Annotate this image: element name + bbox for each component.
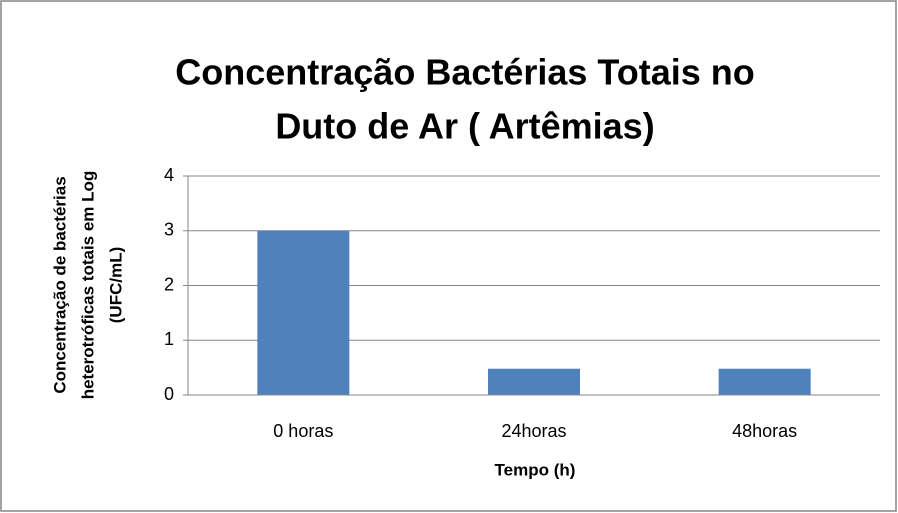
- y-tick-label: 1: [164, 329, 174, 349]
- y-axis-title-line: (UFC/mL): [106, 247, 125, 323]
- x-tick-label: 48horas: [732, 421, 797, 441]
- x-tick-label: 0 horas: [273, 421, 333, 441]
- x-tick-label: 24horas: [501, 421, 566, 441]
- y-tick-label: 2: [164, 274, 174, 294]
- bar: [718, 368, 811, 395]
- y-axis-title-line: heterotróficas totais em Log: [78, 171, 97, 400]
- y-tick-label: 3: [164, 220, 174, 240]
- bar: [488, 368, 580, 395]
- y-axis-title-line: Concentração de bactérias: [50, 176, 69, 393]
- x-axis-title: Tempo (h): [495, 460, 576, 479]
- y-axis-title: Concentração de bactérias heterotróficas…: [50, 171, 125, 400]
- y-tick-label: 4: [164, 165, 174, 185]
- chart-title: Duto de Ar ( Artêmias): [275, 106, 654, 147]
- chart-title: Concentração Bactérias Totais no: [175, 52, 755, 93]
- bar: [257, 230, 350, 395]
- y-tick-label: 0: [164, 384, 174, 404]
